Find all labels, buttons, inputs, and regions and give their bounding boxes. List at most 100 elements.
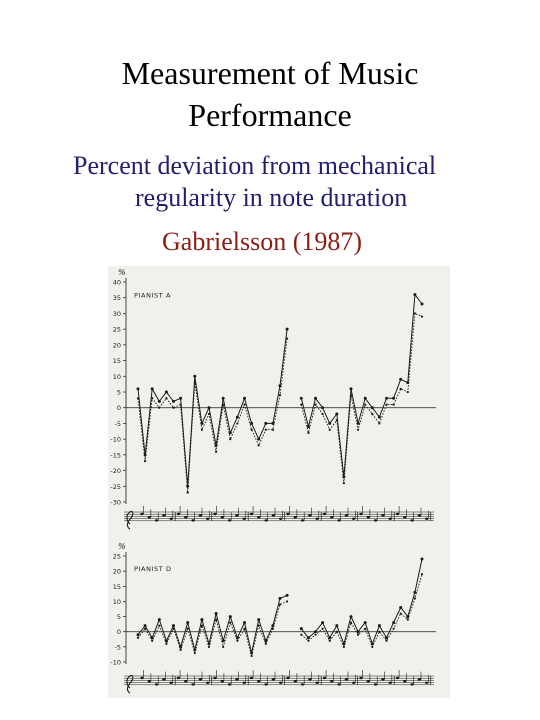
note-head xyxy=(249,676,254,680)
series-line-2 xyxy=(137,574,423,657)
data-point xyxy=(357,633,360,636)
data-point xyxy=(186,621,190,625)
data-point xyxy=(377,415,381,419)
data-point xyxy=(371,412,374,416)
note-head xyxy=(344,514,349,517)
data-point xyxy=(264,428,267,431)
data-point xyxy=(236,422,239,425)
data-point xyxy=(143,624,147,628)
data-point xyxy=(158,624,161,627)
clef-icon xyxy=(126,510,134,530)
note-head xyxy=(227,519,232,522)
data-point xyxy=(257,624,260,627)
data-point xyxy=(328,636,332,640)
note-head xyxy=(198,514,203,517)
data-point xyxy=(150,387,154,391)
data-point xyxy=(307,639,310,642)
data-point xyxy=(221,639,225,643)
data-point xyxy=(271,428,274,431)
data-point xyxy=(236,639,239,642)
data-point xyxy=(271,421,275,425)
note-head xyxy=(425,681,429,684)
data-point xyxy=(321,412,324,416)
y-tick-label: 15 xyxy=(113,357,121,365)
data-point xyxy=(363,621,367,625)
note-head xyxy=(293,680,297,683)
y-tick-label: 10 xyxy=(113,373,121,381)
note-head xyxy=(410,683,414,686)
figure-scan: 40 35 30 25 20 15 10 5 0 -5 -10 -15 -20 -25 -30% PIANIS… xyxy=(108,266,450,698)
y-tick-label: 10 xyxy=(113,598,121,606)
note-head xyxy=(425,517,429,520)
data-point xyxy=(243,403,246,406)
data-point xyxy=(335,630,338,633)
data-point xyxy=(420,302,424,306)
note-head xyxy=(286,512,290,516)
data-point xyxy=(299,627,303,631)
data-point xyxy=(271,627,274,630)
data-point xyxy=(144,460,147,463)
data-point xyxy=(157,399,161,403)
note-head xyxy=(169,517,173,520)
slide-title-line1: Measurement of Music xyxy=(121,55,419,91)
data-point xyxy=(306,425,310,429)
data-point xyxy=(314,630,317,634)
data-point xyxy=(207,645,211,648)
y-tick-label: 35 xyxy=(113,294,121,302)
note-head xyxy=(264,519,268,522)
note-head xyxy=(242,517,246,520)
data-point xyxy=(377,624,381,628)
note-head xyxy=(242,681,246,684)
data-point xyxy=(172,406,175,409)
data-point xyxy=(413,293,417,297)
data-point xyxy=(399,387,402,390)
chart-pianist-a: 40 35 30 25 20 15 10 5 0 -5 -10 -15 -20 -25 -30% PIANIS… xyxy=(110,268,436,507)
data-point xyxy=(378,422,381,425)
note-head xyxy=(169,681,173,684)
note-head xyxy=(213,676,217,680)
note-head xyxy=(162,678,166,681)
data-point xyxy=(179,396,183,400)
data-point xyxy=(172,624,175,628)
data-point xyxy=(335,419,338,422)
note-head xyxy=(359,676,363,680)
data-point xyxy=(200,618,204,622)
data-point xyxy=(385,636,388,640)
note-head xyxy=(330,680,334,683)
note-head xyxy=(330,516,334,519)
y-tick-label: -20 xyxy=(110,467,121,475)
data-point xyxy=(342,645,345,648)
data-point xyxy=(413,312,416,315)
clef-icon xyxy=(126,674,134,694)
data-point xyxy=(186,627,189,630)
note-head xyxy=(206,517,210,520)
note-head xyxy=(227,683,232,686)
data-point xyxy=(278,603,282,606)
data-point xyxy=(250,421,254,425)
data-point xyxy=(179,648,182,651)
data-point xyxy=(406,615,410,619)
note-head xyxy=(322,512,327,516)
note-head xyxy=(373,683,378,686)
note-head xyxy=(293,516,297,519)
note-head xyxy=(191,683,195,686)
data-point xyxy=(229,438,232,441)
y-tick-label: 5 xyxy=(117,389,121,397)
data-point xyxy=(193,381,196,384)
data-point xyxy=(314,633,317,636)
data-point xyxy=(307,431,310,434)
note-head xyxy=(381,678,385,681)
note-head xyxy=(366,516,370,519)
data-point xyxy=(229,621,232,624)
y-tick-label: 20 xyxy=(113,568,121,576)
data-point xyxy=(278,394,282,397)
data-point xyxy=(335,412,339,416)
data-point xyxy=(193,651,196,655)
note-head xyxy=(220,516,224,519)
data-point xyxy=(363,396,367,400)
chart-title: PIANIST D xyxy=(134,565,172,573)
music-staff-d xyxy=(124,670,434,694)
citation: Gabrielsson (1987) xyxy=(162,227,363,256)
data-point xyxy=(264,642,267,645)
note-head xyxy=(308,678,312,681)
